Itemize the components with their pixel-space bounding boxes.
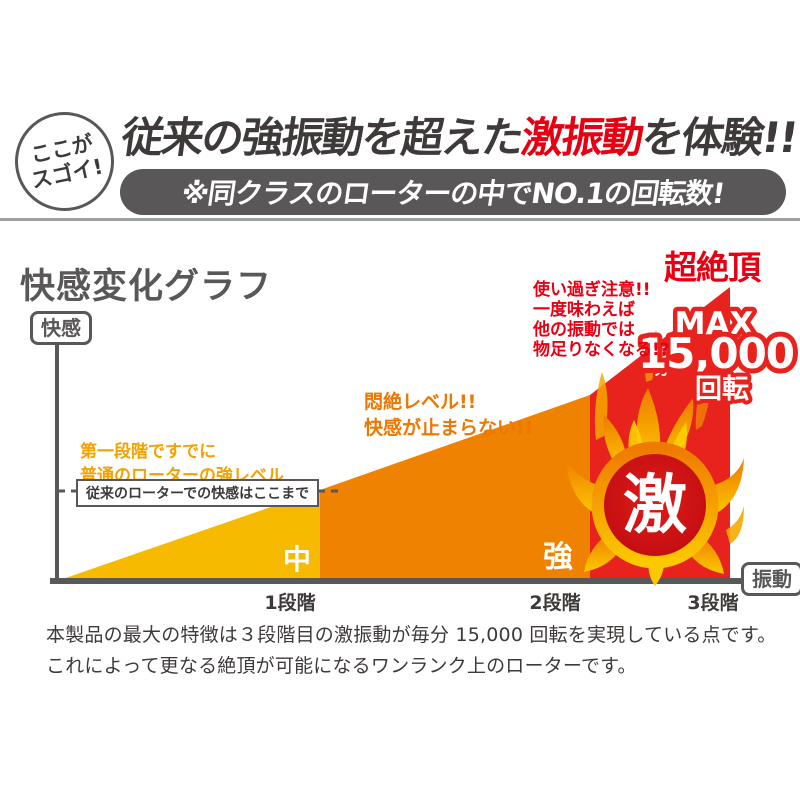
stage3-label: 激 xyxy=(623,469,687,543)
stage2-annotation: 悶絶レベル!! 快感が止まらない!! xyxy=(364,390,533,441)
stage3-annotation-line3: 他の振動では xyxy=(533,319,635,340)
footer-line2: これによって更なる絶頂が可能になるワンランク上のローターです。 xyxy=(46,654,637,677)
x-axis-label: 振動 xyxy=(741,562,800,596)
stage3-annotation-line1: 使い過ぎ注意!! xyxy=(533,280,651,300)
max-rpm-block: MAX 毎 分 15,000 回転 xyxy=(633,302,800,410)
stage1-area xyxy=(57,490,320,581)
max-value: 15,000 xyxy=(638,329,794,378)
headline-post: を体験!! xyxy=(638,113,800,162)
chart-title: 快感変化グラフ xyxy=(20,267,273,307)
footer-description: 本製品の最大の特徴は３段階目の激振動が毎分 15,000 回転を実現している点で… xyxy=(46,620,777,682)
stage3-annotation-line4: 物足りなくなる!? xyxy=(533,339,670,360)
headline-highlight: 激振動 xyxy=(518,113,646,162)
max-label: MAX xyxy=(675,306,754,342)
stage2-annotation-line2: 快感が止まらない!! xyxy=(364,416,534,439)
stage2-area xyxy=(320,395,590,581)
peak-label: 超絶頂 xyxy=(664,248,761,287)
stage1-annotation-line1: 第一段階ですでに xyxy=(80,442,217,462)
flame-icon xyxy=(566,330,744,586)
geki-emblem-circle xyxy=(604,454,706,556)
x-tick-stage2: 2段階 xyxy=(529,592,581,614)
footer-line1: 本製品の最大の特徴は３段階目の激振動が毎分 15,000 回転を実現している点で… xyxy=(46,624,777,646)
stage2-annotation-line1: 悶絶レベル!! xyxy=(364,391,477,413)
y-axis-label: 快感 xyxy=(30,311,92,345)
highlight-badge: ここが スゴイ! xyxy=(5,102,124,221)
headline: 従来の強振動を超えた激振動を体験!! xyxy=(118,104,800,165)
stage2-label: 強 xyxy=(543,540,573,575)
stage1-label: 中 xyxy=(283,543,312,576)
max-prefix-char2: 分 xyxy=(654,360,669,378)
stage3-annotation: 使い過ぎ注意!! 一度味わえば 他の振動では 物足りなくなる!? xyxy=(533,280,670,361)
stage3-annotation-line2: 一度味わえば xyxy=(533,299,635,320)
section-divider xyxy=(0,218,800,221)
max-prefix-char1: 毎 xyxy=(654,344,669,362)
subbanner-text: ※同クラスのローターの中でNO.1の回転数! xyxy=(179,177,727,210)
threshold-note: 従来のローターでの快感はここまで xyxy=(76,479,320,507)
subbanner-pill: ※同クラスのローターの中でNO.1の回転数! xyxy=(120,169,786,215)
headline-pre: 従来の強振動を超えた xyxy=(118,113,526,162)
x-tick-stage1: 1段階 xyxy=(264,592,316,614)
chart-canvas: 激 MAX 毎 分 15,000 回転 xyxy=(50,287,800,586)
x-tick-stage3: 3段階 xyxy=(687,592,739,614)
max-unit: 回転 xyxy=(695,374,749,405)
